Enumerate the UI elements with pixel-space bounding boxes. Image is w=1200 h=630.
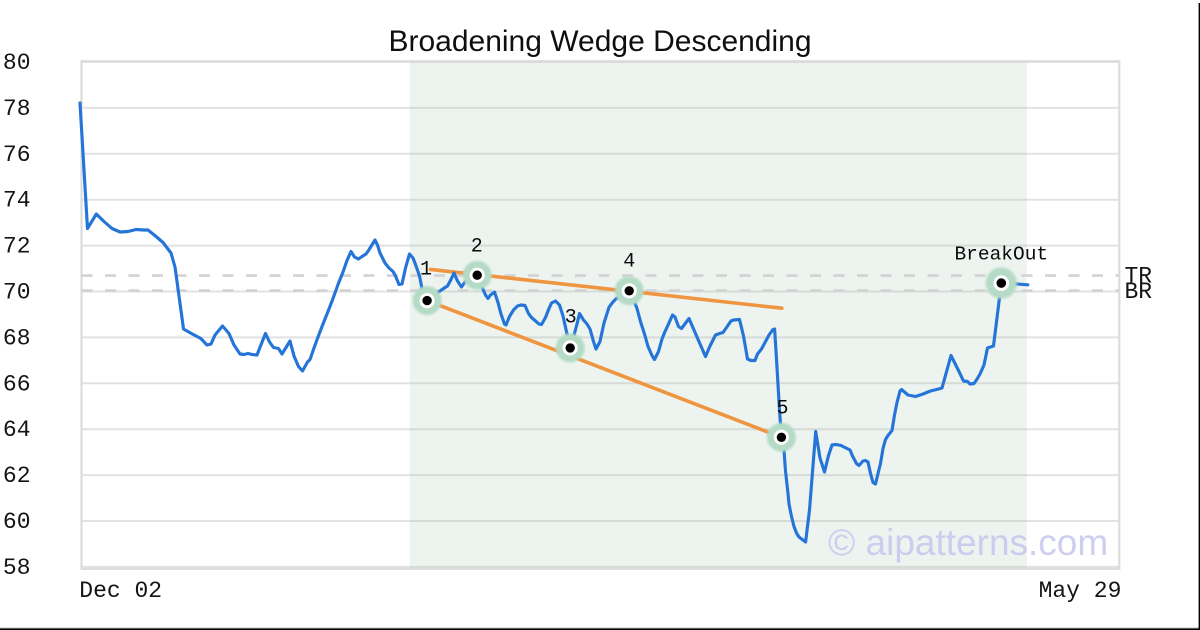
svg-text:64: 64 [3,417,31,443]
svg-text:5: 5 [776,398,788,421]
svg-text:2: 2 [471,236,483,259]
svg-text:70: 70 [3,280,31,306]
svg-text:Dec 02: Dec 02 [79,578,162,604]
svg-text:66: 66 [3,371,31,397]
svg-text:Broadening Wedge Descending: Broadening Wedge Descending [388,25,811,58]
svg-text:4: 4 [623,251,635,274]
svg-text:68: 68 [3,325,31,351]
svg-text:© aipatterns.com: © aipatterns.com [828,522,1108,563]
svg-text:80: 80 [3,50,31,76]
svg-text:TR: TR [1125,264,1153,290]
svg-text:78: 78 [3,96,31,122]
svg-text:BR: BR [1125,279,1153,305]
svg-text:60: 60 [3,509,31,535]
svg-text:62: 62 [3,463,31,489]
svg-text:1: 1 [420,259,432,282]
svg-text:74: 74 [3,188,31,214]
svg-text:72: 72 [3,234,31,260]
svg-text:BreakOut: BreakOut [954,244,1048,266]
svg-text:3: 3 [565,307,577,330]
svg-text:58: 58 [3,555,31,581]
svg-text:May 29: May 29 [1039,578,1122,604]
svg-text:76: 76 [3,142,31,168]
